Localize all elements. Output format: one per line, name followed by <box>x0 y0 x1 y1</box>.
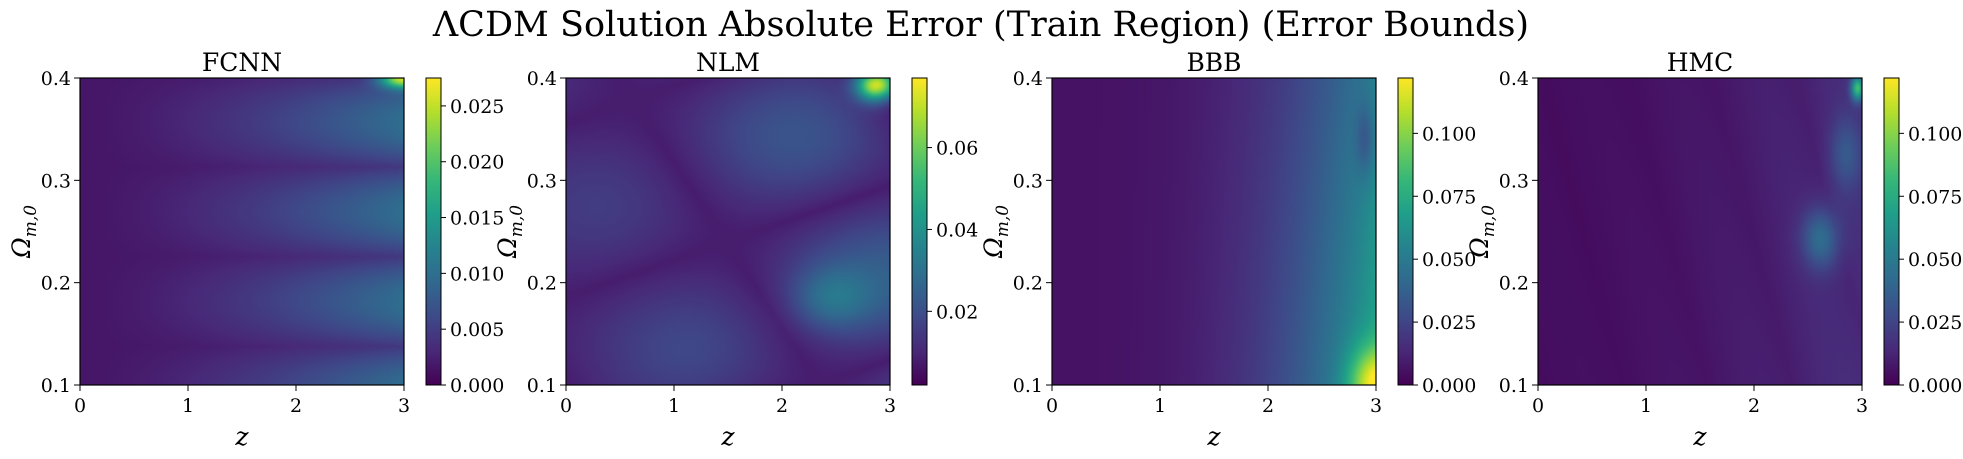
x-tick-label: 2 <box>776 395 788 417</box>
x-tick-label: 0 <box>560 395 572 417</box>
colorbar-tick-label: 0.015 <box>450 208 504 230</box>
y-axis-label: Ωm,0 <box>7 205 41 259</box>
x-tick-label: 2 <box>290 395 302 417</box>
x-tick-label: 3 <box>884 395 896 417</box>
colorbar-tick-label: 0.100 <box>1908 123 1962 145</box>
panels: FCNN 0 1 2 3 z 0.1 0.2 0.3 0.4 Ωm,0 0.000 0.005 0.010… <box>7 48 1962 451</box>
colorbar <box>1397 77 1414 386</box>
y-tick-label: 0.1 <box>527 375 557 397</box>
y-tick-label: 0.2 <box>41 273 71 295</box>
colorbar-tick-label: 0.050 <box>1422 249 1476 271</box>
x-tick-label: 0 <box>1046 395 1058 417</box>
colorbar-tick-label: 0.025 <box>1908 312 1962 334</box>
colorbar-tick-label: 0.025 <box>1422 312 1476 334</box>
heatmap-image <box>1538 78 1862 385</box>
colorbar-tick-label: 0.075 <box>1422 186 1476 208</box>
y-axis-label: Ωm,0 <box>1465 205 1499 259</box>
colorbar <box>911 77 928 386</box>
y-axis-label: Ωm,0 <box>979 205 1013 259</box>
colorbar-tick-label: 0.000 <box>450 375 504 397</box>
plot-frame <box>1537 77 1863 386</box>
x-tick-label: 0 <box>74 395 86 417</box>
x-tick-label: 1 <box>1640 395 1652 417</box>
panel-fcnn: FCNN 0 1 2 3 z 0.1 0.2 0.3 0.4 Ωm,0 0.000 0.005 0.010… <box>7 48 504 451</box>
colorbar <box>1883 77 1900 386</box>
y-tick-label: 0.3 <box>527 170 557 192</box>
plot-frame <box>565 77 891 386</box>
y-tick-label: 0.3 <box>41 170 71 192</box>
x-tick-label: 2 <box>1262 395 1274 417</box>
colorbar-tick-label: 0.100 <box>1422 123 1476 145</box>
y-tick-label: 0.1 <box>41 375 71 397</box>
x-tick-label: 1 <box>668 395 680 417</box>
y-tick-label: 0.2 <box>527 273 557 295</box>
plot-frame <box>1051 77 1377 386</box>
x-axis-label: z <box>234 422 249 451</box>
y-tick-label: 0.4 <box>527 68 557 90</box>
panel-title: BBB <box>1186 48 1241 77</box>
x-tick-label: 3 <box>1856 395 1868 417</box>
y-tick-label: 0.1 <box>1013 375 1043 397</box>
colorbar-tick-label: 0.000 <box>1422 375 1476 397</box>
heatmap-image <box>1052 78 1376 385</box>
colorbar-tick-label: 0.04 <box>936 219 978 241</box>
panel-title: HMC <box>1667 48 1734 77</box>
plot-frame <box>79 77 405 386</box>
y-tick-label: 0.4 <box>1013 68 1043 90</box>
x-tick-label: 0 <box>1532 395 1544 417</box>
panel-title: NLM <box>696 48 760 77</box>
y-axis-label: Ωm,0 <box>493 205 527 259</box>
x-tick-label: 1 <box>1154 395 1166 417</box>
y-tick-label: 0.4 <box>1499 68 1529 90</box>
x-tick-label: 3 <box>1370 395 1382 417</box>
colorbar-tick-label: 0.02 <box>936 301 978 323</box>
panel-title: FCNN <box>202 48 282 77</box>
heatmap-image <box>566 78 890 385</box>
panel-bbb: BBB 0 1 2 3 z 0.1 0.2 0.3 0.4 Ωm,0 0.000 0.025 0.050 0… <box>979 48 1476 451</box>
panel-nlm: NLM 0 1 2 3 z 0.1 0.2 0.3 0.4 Ωm,0 0.02 0.04 0.06 <box>493 48 978 451</box>
colorbar-tick-label: 0.025 <box>450 96 504 118</box>
y-tick-label: 0.1 <box>1499 375 1529 397</box>
y-tick-label: 0.3 <box>1499 170 1529 192</box>
y-tick-label: 0.2 <box>1013 273 1043 295</box>
colorbar-tick-label: 0.075 <box>1908 186 1962 208</box>
x-tick-label: 1 <box>182 395 194 417</box>
y-tick-label: 0.2 <box>1499 273 1529 295</box>
figure-title: ΛCDM Solution Absolute Error (Train Regi… <box>432 5 1529 45</box>
heatmap-image <box>80 78 404 385</box>
x-tick-label: 2 <box>1748 395 1760 417</box>
colorbar-tick-label: 0.000 <box>1908 375 1962 397</box>
colorbar <box>425 77 442 386</box>
colorbar-tick-label: 0.005 <box>450 319 504 341</box>
colorbar-tick-label: 0.050 <box>1908 249 1962 271</box>
x-axis-label: z <box>1206 422 1221 451</box>
panel-hmc: HMC 0 1 2 3 z 0.1 0.2 0.3 0.4 Ωm,0 0.000 0.025 0.050 0… <box>1465 48 1962 451</box>
x-axis-label: z <box>720 422 735 451</box>
colorbar-tick-label: 0.010 <box>450 263 504 285</box>
colorbar-tick-label: 0.020 <box>450 152 504 174</box>
x-axis-label: z <box>1692 422 1707 451</box>
colorbar-tick-label: 0.06 <box>936 138 978 160</box>
y-tick-label: 0.3 <box>1013 170 1043 192</box>
x-tick-label: 3 <box>398 395 410 417</box>
y-tick-label: 0.4 <box>41 68 71 90</box>
